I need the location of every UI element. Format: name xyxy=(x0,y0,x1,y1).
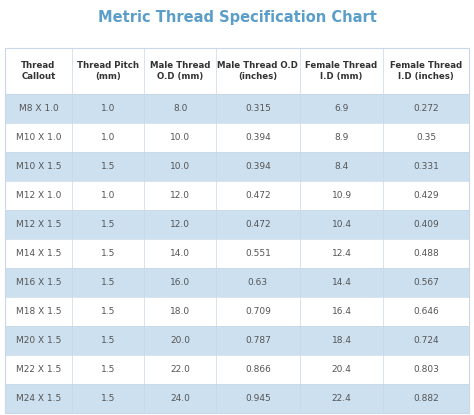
Text: 0.724: 0.724 xyxy=(413,336,439,345)
Text: 12.0: 12.0 xyxy=(170,220,190,229)
Text: 0.551: 0.551 xyxy=(245,249,271,258)
Text: 0.35: 0.35 xyxy=(416,133,437,142)
Bar xyxy=(5,48,469,94)
Text: M10 X 1.0: M10 X 1.0 xyxy=(16,133,61,142)
Text: 14.0: 14.0 xyxy=(170,249,190,258)
Bar xyxy=(5,94,469,123)
Text: 8.9: 8.9 xyxy=(334,133,349,142)
Text: 0.331: 0.331 xyxy=(413,162,439,171)
Bar xyxy=(5,123,469,152)
Text: 8.0: 8.0 xyxy=(173,104,187,113)
Text: 1.5: 1.5 xyxy=(101,278,115,287)
Bar xyxy=(5,355,469,384)
Text: 0.488: 0.488 xyxy=(413,249,439,258)
Text: 0.429: 0.429 xyxy=(413,191,439,200)
Text: 18.4: 18.4 xyxy=(331,336,352,345)
Text: 0.787: 0.787 xyxy=(245,336,271,345)
Text: Female Thread
I.D (mm): Female Thread I.D (mm) xyxy=(305,61,378,81)
Bar xyxy=(5,48,469,413)
Text: M12 X 1.5: M12 X 1.5 xyxy=(16,220,61,229)
Text: 1.5: 1.5 xyxy=(101,336,115,345)
Text: 22.4: 22.4 xyxy=(332,394,351,403)
Text: 1.0: 1.0 xyxy=(101,191,115,200)
Text: 0.945: 0.945 xyxy=(245,394,271,403)
Bar xyxy=(5,210,469,239)
Text: M8 X 1.0: M8 X 1.0 xyxy=(18,104,58,113)
Text: 10.9: 10.9 xyxy=(331,191,352,200)
Text: 16.0: 16.0 xyxy=(170,278,190,287)
Text: 1.5: 1.5 xyxy=(101,249,115,258)
Text: 0.646: 0.646 xyxy=(413,307,439,316)
Text: 0.272: 0.272 xyxy=(413,104,439,113)
Text: 16.4: 16.4 xyxy=(331,307,352,316)
Text: 18.0: 18.0 xyxy=(170,307,190,316)
Text: 0.394: 0.394 xyxy=(245,162,271,171)
Text: Male Thread
O.D (mm): Male Thread O.D (mm) xyxy=(150,61,210,81)
Text: 0.409: 0.409 xyxy=(413,220,439,229)
Text: M18 X 1.5: M18 X 1.5 xyxy=(16,307,61,316)
Text: Male Thread O.D
(inches): Male Thread O.D (inches) xyxy=(218,61,298,81)
Bar xyxy=(5,239,469,268)
Text: Female Thread
I.D (inches): Female Thread I.D (inches) xyxy=(390,61,462,81)
Text: 24.0: 24.0 xyxy=(170,394,190,403)
Text: 10.0: 10.0 xyxy=(170,162,190,171)
Text: M16 X 1.5: M16 X 1.5 xyxy=(16,278,61,287)
Text: Metric Thread Specification Chart: Metric Thread Specification Chart xyxy=(98,10,376,25)
Text: 0.472: 0.472 xyxy=(245,191,271,200)
Text: Thread Pitch
(mm): Thread Pitch (mm) xyxy=(77,61,139,81)
Text: 0.567: 0.567 xyxy=(413,278,439,287)
Text: 0.882: 0.882 xyxy=(413,394,439,403)
Text: 20.4: 20.4 xyxy=(332,365,351,374)
Bar xyxy=(5,181,469,210)
Text: 14.4: 14.4 xyxy=(332,278,351,287)
Text: M20 X 1.5: M20 X 1.5 xyxy=(16,336,61,345)
Text: 1.5: 1.5 xyxy=(101,307,115,316)
Text: 0.803: 0.803 xyxy=(413,365,439,374)
Text: 1.5: 1.5 xyxy=(101,394,115,403)
Text: 8.4: 8.4 xyxy=(334,162,349,171)
Text: 1.5: 1.5 xyxy=(101,220,115,229)
Text: M10 X 1.5: M10 X 1.5 xyxy=(16,162,61,171)
Text: 0.63: 0.63 xyxy=(248,278,268,287)
Text: 0.315: 0.315 xyxy=(245,104,271,113)
Text: M22 X 1.5: M22 X 1.5 xyxy=(16,365,61,374)
Text: 0.472: 0.472 xyxy=(245,220,271,229)
Bar xyxy=(5,297,469,326)
Bar xyxy=(5,326,469,355)
Text: 1.5: 1.5 xyxy=(101,162,115,171)
Text: 1.0: 1.0 xyxy=(101,133,115,142)
Bar xyxy=(5,384,469,413)
Text: 20.0: 20.0 xyxy=(170,336,190,345)
Text: 1.5: 1.5 xyxy=(101,365,115,374)
Text: 0.866: 0.866 xyxy=(245,365,271,374)
Text: M24 X 1.5: M24 X 1.5 xyxy=(16,394,61,403)
Text: Thread
Callout: Thread Callout xyxy=(21,61,55,81)
Text: 12.0: 12.0 xyxy=(170,191,190,200)
Text: 6.9: 6.9 xyxy=(334,104,349,113)
Text: 0.709: 0.709 xyxy=(245,307,271,316)
Bar xyxy=(5,152,469,181)
Text: 22.0: 22.0 xyxy=(170,365,190,374)
Text: M14 X 1.5: M14 X 1.5 xyxy=(16,249,61,258)
Bar xyxy=(5,268,469,297)
Text: 12.4: 12.4 xyxy=(332,249,351,258)
Text: 0.394: 0.394 xyxy=(245,133,271,142)
Text: M12 X 1.0: M12 X 1.0 xyxy=(16,191,61,200)
Text: 10.4: 10.4 xyxy=(331,220,352,229)
Text: 1.0: 1.0 xyxy=(101,104,115,113)
Text: 10.0: 10.0 xyxy=(170,133,190,142)
